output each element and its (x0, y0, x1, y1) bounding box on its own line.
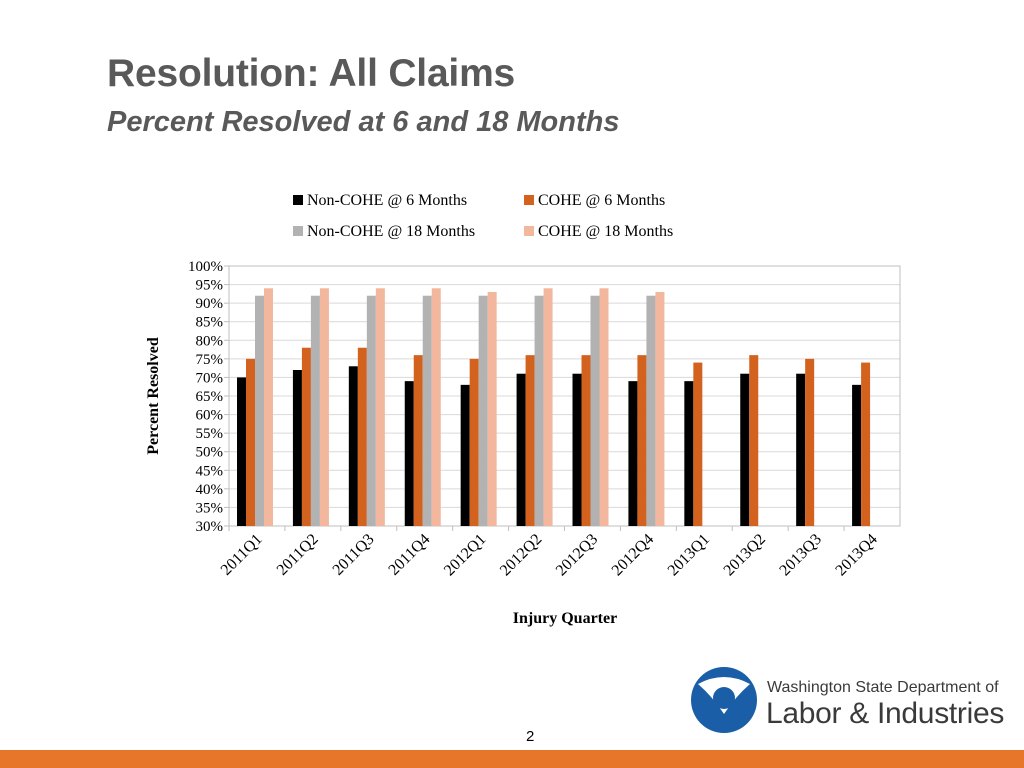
legend-swatch (293, 195, 303, 205)
x-tick-label: 2012Q3 (553, 531, 601, 579)
lni-logo (691, 667, 757, 733)
bar (375, 288, 385, 526)
y-tick-label: 75% (196, 352, 224, 368)
bar (366, 295, 376, 526)
bar (422, 295, 432, 526)
legend-label: COHE @ 6 Months (538, 192, 665, 209)
y-tick-label: 50% (196, 445, 224, 461)
bar (796, 373, 806, 526)
bar (805, 358, 815, 526)
slide-subtitle: Percent Resolved at 6 and 18 Months (107, 106, 620, 138)
chart-gridlines (224, 265, 901, 531)
bar (534, 295, 544, 526)
y-tick-label: 60% (196, 408, 224, 424)
bar (460, 384, 470, 526)
bar (646, 295, 656, 526)
bar (590, 295, 600, 526)
bar (852, 384, 862, 526)
page-number: 2 (526, 728, 535, 745)
bar (693, 362, 703, 526)
x-tick-label: 2012Q2 (497, 531, 545, 579)
x-tick-label: 2013Q2 (721, 531, 769, 579)
bar-chart: Non-COHE @ 6 Months COHE @ 6 Months Non-CO… (145, 192, 901, 627)
bar (740, 373, 750, 526)
bar (628, 381, 638, 526)
bar (255, 295, 264, 526)
bar (431, 288, 441, 526)
bar (749, 355, 759, 526)
bar (264, 288, 273, 526)
bar (237, 377, 246, 526)
logo-department-name: Labor & Industries (766, 697, 1005, 730)
y-tick-label: 95% (196, 278, 224, 294)
y-axis-label: Percent Resolved (145, 337, 162, 455)
y-tick-label: 85% (196, 315, 224, 331)
x-axis-label: Injury Quarter (513, 610, 617, 627)
bar (543, 288, 553, 526)
x-tick-label: 2012Q4 (609, 531, 657, 579)
bar (319, 288, 329, 526)
x-tick-label: 2013Q4 (832, 531, 880, 579)
y-tick-label: 45% (196, 463, 224, 479)
y-tick-label: 55% (196, 426, 224, 442)
bar (655, 292, 665, 526)
x-tick-label: 2013Q3 (776, 531, 824, 579)
y-tick-label: 90% (196, 296, 224, 312)
legend-label: COHE @ 18 Months (538, 223, 673, 240)
bar (469, 358, 479, 526)
bar (684, 381, 694, 526)
x-axis-ticks: 2011Q1 2011Q2 2011Q3 2011Q4 2012Q1 2012Q2 2012… (218, 531, 881, 579)
bar (861, 362, 871, 526)
bar (404, 381, 414, 526)
legend-label: Non-COHE @ 6 Months (307, 192, 467, 209)
slide-title: Resolution: All Claims (107, 52, 516, 95)
bar (487, 292, 497, 526)
y-tick-label: 100% (188, 259, 223, 275)
x-tick-label: 2011Q1 (218, 531, 266, 579)
y-tick-label: 80% (196, 333, 224, 349)
bar (572, 373, 582, 526)
bar (348, 366, 358, 526)
y-axis-ticks: 30% 35% 40% 45% 50% 55% 60% 65% 70% 75% 80% 85% 90% 9… (188, 259, 223, 535)
bar (637, 355, 647, 526)
y-tick-label: 30% (196, 519, 224, 535)
bar (292, 370, 302, 526)
chart-bars (237, 288, 871, 526)
x-tick-label: 2013Q1 (665, 531, 713, 579)
chart-legend: Non-COHE @ 6 Months COHE @ 6 Months Non-CO… (293, 192, 673, 240)
bar (516, 373, 526, 526)
bar (357, 347, 367, 526)
bar (310, 295, 320, 526)
x-tick-label: 2011Q3 (330, 531, 378, 579)
bottom-accent-bar (0, 750, 1024, 768)
logo-inner-icon (713, 687, 735, 709)
y-tick-label: 65% (196, 389, 224, 405)
bar (525, 355, 535, 526)
y-tick-label: 35% (196, 500, 224, 516)
logo-agency-name: Washington State Department of (767, 679, 999, 696)
y-tick-label: 40% (196, 482, 224, 498)
bar (581, 355, 591, 526)
legend-swatch (524, 226, 534, 236)
y-tick-label: 70% (196, 370, 224, 386)
legend-swatch (524, 195, 534, 205)
legend-label: Non-COHE @ 18 Months (307, 223, 475, 240)
bar (301, 347, 311, 526)
bar (478, 295, 488, 526)
x-tick-label: 2011Q2 (274, 531, 322, 579)
legend-swatch (293, 226, 303, 236)
bar (599, 288, 609, 526)
bar (246, 358, 255, 526)
x-tick-label: 2012Q1 (441, 531, 489, 579)
bar (413, 355, 423, 526)
x-tick-label: 2011Q4 (385, 531, 433, 579)
